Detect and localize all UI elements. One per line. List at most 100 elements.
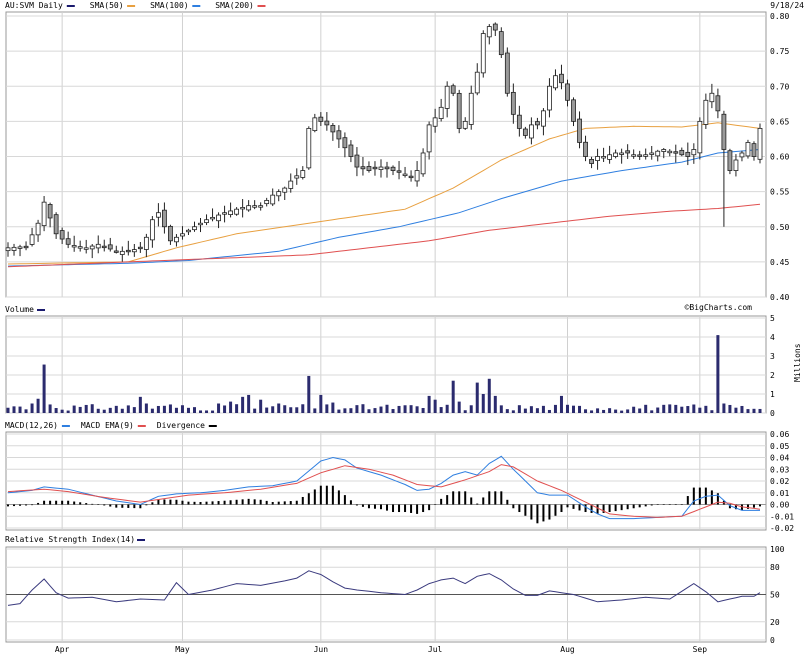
- rsi-line: [7, 570, 761, 606]
- candle-body: [739, 152, 745, 158]
- macd-ema-line: [7, 464, 761, 518]
- volume-bar: [265, 407, 269, 413]
- candle-body: [155, 212, 161, 218]
- divergence-bar: [229, 500, 232, 505]
- candle-body: [312, 117, 318, 132]
- divergence-bar: [367, 504, 370, 509]
- candle-body: [745, 142, 751, 157]
- volume-bar: [638, 408, 642, 413]
- candle-body: [535, 121, 540, 126]
- candle-body: [613, 152, 619, 157]
- volume-bar: [529, 406, 533, 413]
- volume-bar: [192, 407, 196, 413]
- divergence-bar: [325, 485, 328, 505]
- chart-date: 9/18/24: [770, 1, 804, 10]
- volume-bar: [427, 395, 431, 413]
- divergence-bar: [668, 504, 671, 505]
- candle-body: [204, 219, 209, 224]
- candle-body: [438, 106, 444, 119]
- volume-bar: [487, 378, 491, 413]
- candle-body: [631, 154, 637, 157]
- divergence-bar: [343, 495, 346, 505]
- volume-bar: [199, 410, 203, 413]
- volume-tick-label: 0: [770, 409, 775, 418]
- rsi-tick-label: 20: [770, 618, 780, 627]
- volume-bar: [584, 409, 588, 413]
- divergence-bar: [548, 504, 551, 520]
- candle-body: [703, 99, 709, 125]
- divergence-bar: [416, 504, 419, 514]
- divergence-bar: [434, 504, 437, 505]
- volume-bar: [535, 408, 539, 413]
- volume-bar: [385, 404, 389, 413]
- divergence-bar: [337, 490, 340, 505]
- volume-bar: [277, 403, 281, 413]
- rsi-title: Relative Strength Index(14): [5, 535, 135, 544]
- volume-bar: [608, 408, 612, 413]
- volume-bar: [24, 409, 28, 413]
- divergence-bar: [578, 504, 581, 511]
- candle-body: [697, 120, 703, 154]
- candle-body: [595, 156, 600, 161]
- candles: [5, 22, 763, 262]
- macd-grid: [6, 432, 766, 530]
- candle-body: [336, 130, 342, 140]
- macd-tick-label: 0.06: [770, 430, 789, 439]
- candle-body: [757, 127, 763, 160]
- divergence-bar: [398, 504, 401, 513]
- candle-body: [29, 234, 35, 245]
- volume-bar: [66, 410, 70, 413]
- volume-bar: [132, 407, 136, 413]
- divergence-bar: [698, 487, 701, 505]
- volume-ylabel: Millions: [793, 343, 802, 382]
- macd-legend-label: Divergence: [157, 421, 205, 430]
- divergence-bar: [109, 504, 112, 507]
- price-legend: AU:SVM Daily SMA(50) SMA(100) SMA(200): [5, 1, 266, 10]
- candle-body: [679, 149, 685, 156]
- macd-panel: MACD(12,26) MACD EMA(9) Divergence 0.060.0…: [5, 421, 794, 533]
- candle-body: [59, 230, 65, 240]
- divergence-bar: [422, 504, 425, 513]
- volume-bar: [349, 408, 353, 413]
- volume-bar: [6, 407, 10, 413]
- price-tick-label: 0.75: [770, 47, 789, 56]
- candle-body: [450, 85, 456, 94]
- candle-body: [625, 150, 631, 154]
- divergence-bar: [656, 504, 659, 505]
- volume-y-ticks: 5 4 3 2 1 0: [770, 314, 775, 418]
- candle-body: [252, 205, 258, 208]
- volume-bar: [644, 404, 648, 413]
- volume-bar: [457, 401, 461, 413]
- candle-body: [246, 205, 252, 211]
- divergence-bar: [97, 504, 100, 505]
- divergence-bar: [283, 501, 286, 505]
- price-tick-label: 0.40: [770, 293, 789, 302]
- divergence-bar: [392, 504, 395, 513]
- candle-body: [541, 110, 546, 127]
- candle-body: [553, 75, 558, 89]
- volume-bar: [710, 410, 714, 413]
- volume-bar: [403, 405, 407, 413]
- candle-body: [637, 154, 643, 157]
- volume-bar: [235, 404, 239, 413]
- divergence-bar: [295, 500, 298, 505]
- divergence-bar: [470, 497, 473, 505]
- volume-bar: [331, 402, 335, 413]
- candle-body: [264, 200, 270, 205]
- volume-bar: [283, 405, 287, 413]
- volume-bar: [656, 407, 660, 413]
- divergence-bar: [265, 500, 268, 505]
- candle-body: [420, 152, 426, 175]
- volume-bar: [758, 408, 762, 413]
- divergence-bar: [319, 485, 322, 505]
- candle-body: [228, 210, 233, 215]
- volume-bar: [668, 404, 672, 413]
- candle-body: [11, 246, 17, 251]
- candle-body: [324, 120, 330, 126]
- divergence-bar: [349, 500, 352, 505]
- watermark: ©BigCharts.com: [685, 303, 753, 312]
- divergence-bar: [506, 499, 509, 505]
- divergence-bar: [638, 504, 641, 508]
- volume-bar: [415, 406, 419, 413]
- volume-bar: [565, 404, 569, 413]
